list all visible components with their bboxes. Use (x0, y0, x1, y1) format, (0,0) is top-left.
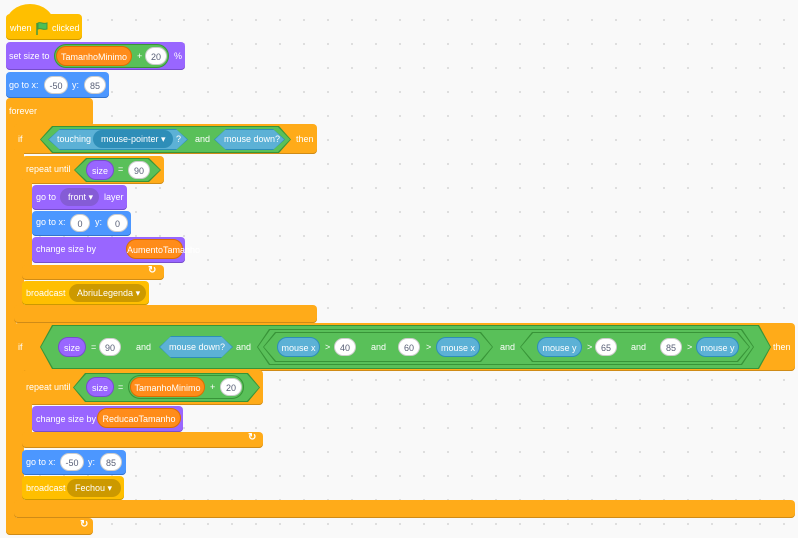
green-flag-icon (36, 22, 48, 35)
forever-block[interactable] (6, 98, 93, 126)
if-bottom (14, 305, 317, 323)
chevron-down-icon: ▾ (161, 134, 166, 144)
go-to-label: go to x: (9, 80, 39, 90)
number-input[interactable]: 65 (595, 338, 617, 356)
size-reporter[interactable]: size (86, 160, 114, 180)
and-label: and (371, 342, 387, 352)
number-input[interactable]: 40 (334, 338, 356, 356)
mouse-down-block[interactable] (159, 336, 233, 358)
chevron-down-icon: ▾ (107, 483, 113, 493)
touching-target: mouse-pointer (101, 134, 159, 144)
equals-sign: = (118, 382, 124, 392)
layer-label: layer (104, 192, 124, 202)
mouse-x-reporter[interactable]: mouse x (436, 337, 480, 357)
y-label: y: (88, 457, 96, 467)
plus-sign: + (137, 51, 143, 61)
hat-cap (6, 4, 54, 24)
y-input[interactable]: 85 (100, 453, 122, 471)
mouse-down-block[interactable] (214, 129, 285, 150)
message-option: AbriuLegenda (77, 288, 134, 298)
mouse-down-label: mouse down? (224, 134, 281, 144)
equals-sign: = (118, 164, 124, 174)
broadcast-label: broadcast (26, 483, 66, 493)
go-to-label: go to x: (36, 217, 66, 227)
and-label: and (136, 342, 152, 352)
number-input[interactable]: 20 (145, 47, 167, 65)
if-label: if (18, 342, 23, 352)
and-label: and (236, 342, 252, 352)
message-option: Fechou (75, 483, 106, 493)
go-to-label: go to (36, 192, 57, 202)
mouse-y-reporter[interactable]: mouse y (537, 337, 582, 357)
variable-reporter[interactable]: TamanhoMinimo (130, 377, 205, 397)
forever-label: forever (9, 106, 38, 116)
touching-label: touching (57, 134, 92, 144)
chevron-down-icon: ▾ (135, 288, 141, 298)
mouse-down-label: mouse down? (169, 342, 226, 352)
forever-bottom (6, 518, 93, 535)
variable-reporter[interactable]: ReducaoTamanho (97, 408, 181, 428)
question-mark: ? (176, 134, 182, 144)
y-label: y: (72, 80, 80, 90)
repeat-until-label: repeat until (26, 382, 71, 392)
x-input[interactable]: -50 (44, 76, 68, 94)
number-input[interactable]: 85 (660, 338, 682, 356)
number-input[interactable]: 20 (220, 378, 242, 396)
mouse-x-reporter[interactable]: mouse x (277, 337, 320, 357)
x-input[interactable]: 0 (70, 214, 90, 232)
y-label: y: (95, 217, 103, 227)
set-size-label: set size to (9, 51, 50, 61)
message-dropdown[interactable]: AbriuLegenda ▾ (69, 284, 146, 302)
forever-arm (6, 120, 16, 525)
change-size-label: change size by (36, 414, 97, 424)
message-dropdown[interactable]: Fechou ▾ (67, 479, 121, 497)
if-arm (14, 150, 24, 310)
variable-reporter[interactable]: TamanhoMinimo (56, 46, 132, 66)
repeat-arm (22, 180, 32, 270)
number-input[interactable]: 90 (128, 161, 150, 179)
loop-arrow-icon: ↻ (148, 265, 157, 276)
and-label: and (500, 342, 516, 352)
plus-sign: + (210, 382, 216, 392)
and-label: and (195, 134, 211, 144)
if-label: if (18, 134, 23, 144)
greater-than-sign: > (426, 342, 432, 352)
layer-option: front (68, 192, 87, 202)
then-label: then (773, 342, 791, 352)
percent-label: % (174, 51, 183, 61)
equals-sign: = (91, 342, 97, 352)
repeat-bottom (22, 432, 263, 448)
loop-arrow-icon: ↻ (80, 519, 89, 530)
if-bottom (14, 500, 795, 518)
chevron-down-icon: ▾ (88, 192, 94, 202)
greater-than-sign: > (325, 342, 331, 352)
hat-clicked: clicked (52, 23, 80, 33)
layer-dropdown[interactable]: front ▾ (60, 188, 99, 206)
go-to-label: go to x: (26, 457, 56, 467)
variable-reporter[interactable]: AumentoTamanho (126, 239, 200, 259)
greater-than-sign: > (687, 342, 693, 352)
size-reporter[interactable]: size (86, 377, 114, 397)
repeat-bottom (22, 265, 164, 280)
x-input[interactable]: -50 (60, 453, 84, 471)
greater-than-sign: > (587, 342, 593, 352)
mouse-y-reporter[interactable]: mouse y (696, 337, 739, 357)
repeat-until-label: repeat until (26, 164, 71, 174)
y-input[interactable]: 85 (84, 76, 106, 94)
number-input[interactable]: 60 (398, 338, 420, 356)
loop-arrow-icon: ↻ (248, 432, 257, 443)
number-input[interactable]: 90 (99, 338, 121, 356)
y-input[interactable]: 0 (107, 214, 128, 232)
hat-when: when (10, 23, 32, 33)
size-reporter[interactable]: size (58, 337, 86, 357)
change-size-label: change size by (36, 244, 97, 254)
repeat-arm (22, 400, 32, 440)
and-label: and (631, 342, 647, 352)
then-label: then (296, 134, 314, 144)
broadcast-label: broadcast (26, 288, 66, 298)
if-arm (14, 365, 24, 505)
touching-dropdown[interactable]: mouse-pointer ▾ (93, 130, 173, 148)
